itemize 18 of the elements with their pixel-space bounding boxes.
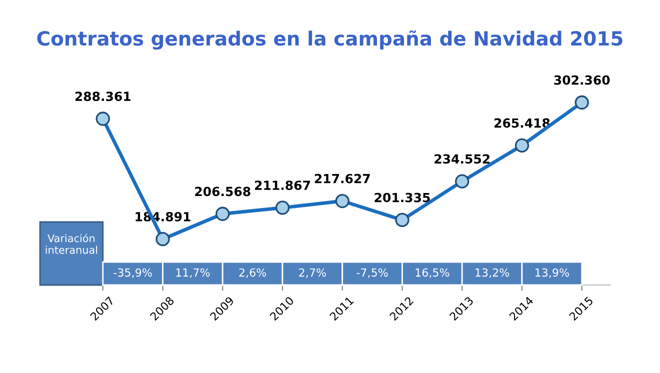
data-label: 234.552 xyxy=(434,154,490,164)
data-label: 288.361 xyxy=(75,92,130,102)
chart-title: Contratos generados en la campaña de Navidad 2015 xyxy=(37,30,622,50)
text: -35,9% xyxy=(114,268,152,278)
annotation: Variación interanual xyxy=(46,234,98,254)
data-label: 302.360 xyxy=(554,75,610,85)
data-label: 211.867 xyxy=(255,180,310,190)
text: -7,5% xyxy=(356,268,388,278)
text: 2,7% xyxy=(299,268,326,278)
text: 11,7% xyxy=(176,268,210,278)
data-label: 201.335 xyxy=(374,192,430,202)
text: 13,2% xyxy=(476,268,510,278)
data-label: 265.418 xyxy=(494,118,550,128)
data-label: 206.568 xyxy=(195,186,250,196)
data-label: 217.627 xyxy=(314,174,370,184)
text: 2,6% xyxy=(239,268,266,278)
text: 16,5% xyxy=(416,268,450,278)
text: 13,9% xyxy=(535,268,569,278)
